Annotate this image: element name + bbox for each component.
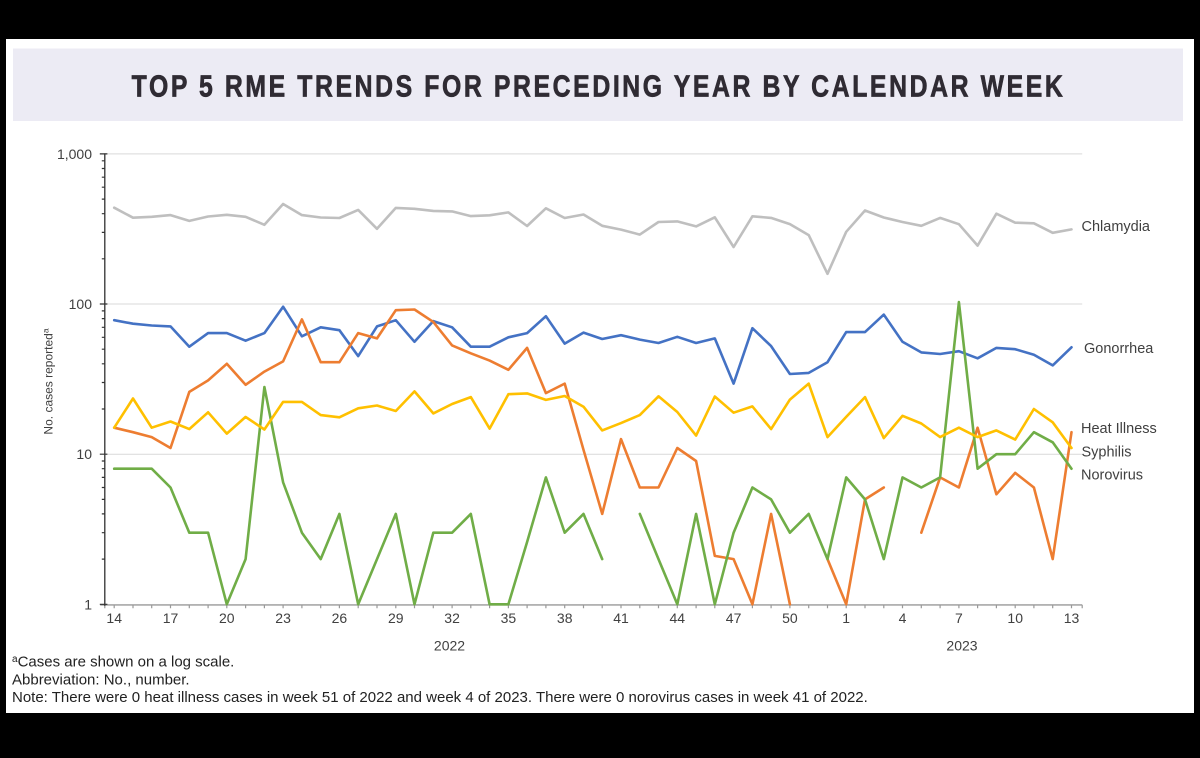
- svg-text:Chlamydia: Chlamydia: [1082, 219, 1151, 235]
- svg-text:aCases are shown on a log scal: aCases are shown on a log scale.: [12, 654, 234, 671]
- svg-text:1: 1: [84, 596, 92, 612]
- svg-text:Note: There were 0 heat illnes: Note: There were 0 heat illness cases in…: [12, 689, 868, 706]
- svg-text:13: 13: [1064, 610, 1080, 626]
- svg-text:50: 50: [782, 610, 798, 626]
- svg-text:4: 4: [899, 610, 907, 626]
- svg-text:35: 35: [501, 610, 517, 626]
- svg-text:Abbreviation: No., number.: Abbreviation: No., number.: [12, 671, 190, 688]
- svg-text:14: 14: [106, 610, 122, 626]
- svg-text:26: 26: [332, 610, 348, 626]
- svg-text:38: 38: [557, 610, 573, 626]
- svg-text:44: 44: [670, 610, 686, 626]
- svg-text:32: 32: [444, 610, 460, 626]
- svg-text:1,000: 1,000: [57, 146, 92, 162]
- svg-text:2023: 2023: [946, 638, 977, 654]
- svg-text:Syphilis: Syphilis: [1082, 445, 1132, 461]
- svg-text:Gonorrhea: Gonorrhea: [1084, 341, 1154, 357]
- svg-text:No. cases reporteda: No. cases reporteda: [41, 328, 56, 434]
- svg-text:41: 41: [613, 610, 629, 626]
- svg-text:Heat Illness: Heat Illness: [1081, 421, 1157, 437]
- svg-text:29: 29: [388, 610, 404, 626]
- svg-text:10: 10: [1007, 610, 1023, 626]
- svg-text:TOP 5 RME TRENDS FOR PRECEDING: TOP 5 RME TRENDS FOR PRECEDING YEAR BY C…: [132, 69, 1066, 103]
- svg-text:23: 23: [275, 610, 291, 626]
- svg-text:100: 100: [69, 296, 93, 312]
- svg-text:2022: 2022: [434, 638, 465, 654]
- svg-text:10: 10: [76, 446, 92, 462]
- svg-text:17: 17: [163, 610, 179, 626]
- svg-text:47: 47: [726, 610, 742, 626]
- svg-text:Norovirus: Norovirus: [1081, 467, 1143, 483]
- svg-text:20: 20: [219, 610, 235, 626]
- svg-text:7: 7: [955, 610, 963, 626]
- svg-text:1: 1: [842, 610, 850, 626]
